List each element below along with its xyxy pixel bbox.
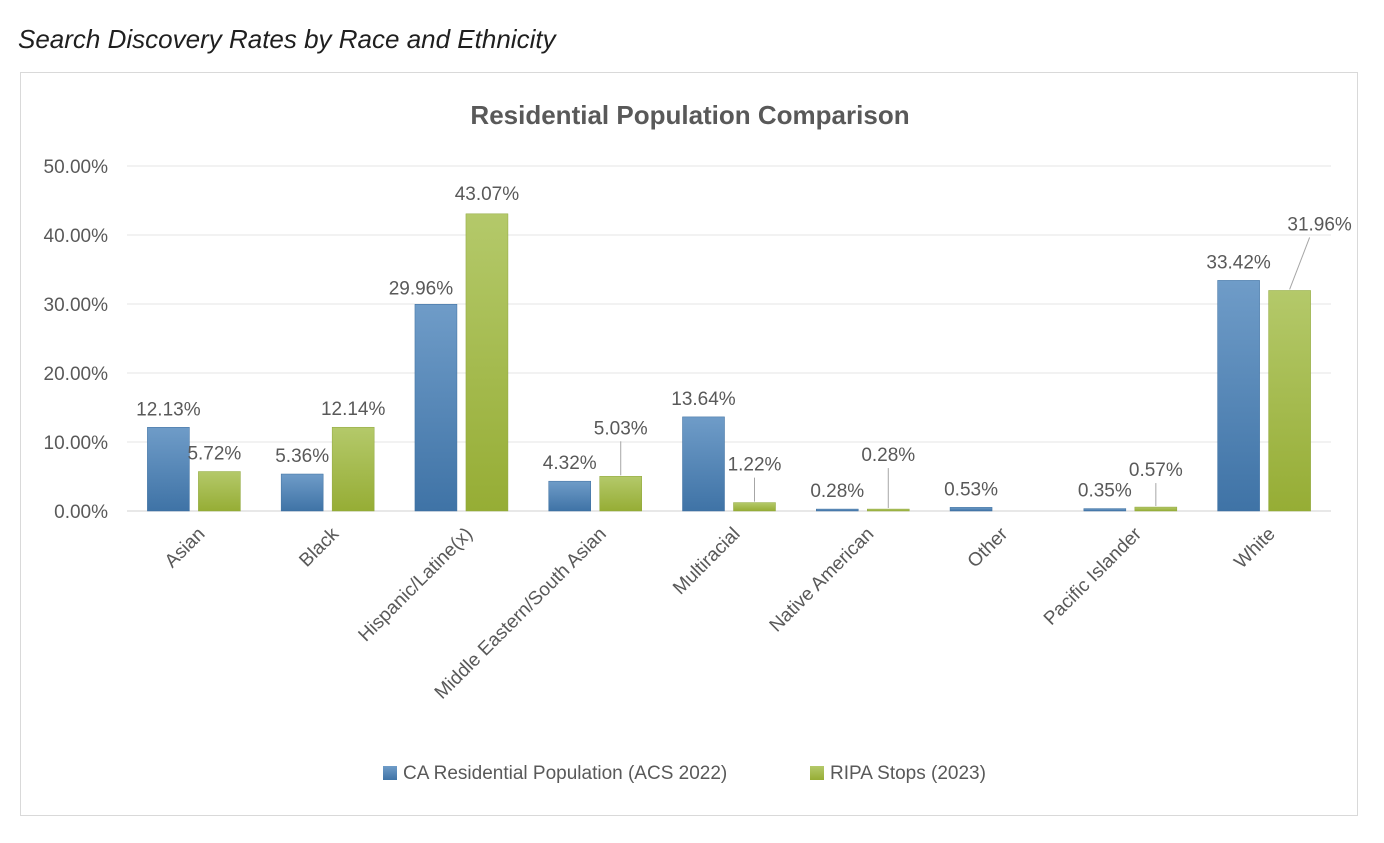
bar-ca-residential	[816, 508, 859, 512]
bar-ca-residential	[414, 304, 458, 512]
bar-ca-residential	[280, 473, 324, 512]
x-category-label: Black	[295, 523, 343, 571]
bar-ripa-stops	[867, 508, 910, 512]
chart-title: Residential Population Comparison	[470, 100, 909, 130]
leader-lines	[620, 237, 1311, 509]
data-label: 5.03%	[594, 418, 648, 439]
bar-ripa-stops	[1134, 506, 1178, 512]
x-category-label: Hispanic/Latine(x)	[355, 524, 477, 646]
data-label: 12.13%	[136, 399, 201, 420]
bars	[147, 213, 1311, 512]
y-tick-label: 40.00%	[44, 226, 109, 247]
bar-ripa-stops	[599, 476, 642, 512]
bar-ca-residential	[1083, 508, 1127, 512]
data-label: 0.57%	[1129, 460, 1183, 481]
legend-label: CA Residential Population (ACS 2022)	[403, 763, 727, 784]
y-tick-label: 0.00%	[54, 502, 108, 523]
bar-ripa-stops	[198, 471, 241, 512]
x-category-label: Asian	[161, 524, 209, 572]
data-label: 12.14%	[321, 399, 386, 420]
bar-ca-residential	[548, 480, 591, 512]
data-label: 43.07%	[455, 184, 520, 205]
bar-ripa-stops	[331, 426, 375, 512]
data-label: 0.28%	[810, 481, 864, 502]
legend: CA Residential Population (ACS 2022) RIPA…	[383, 763, 986, 784]
data-label: 4.32%	[543, 453, 597, 474]
x-category-label: White	[1230, 524, 1279, 573]
bar-ca-residential	[682, 416, 725, 512]
bar-chart: Residential Population Comparison 0.00% 1…	[44, 100, 1352, 784]
bar-ripa-stops	[733, 502, 776, 512]
y-tick-label: 20.00%	[44, 364, 109, 385]
data-label: 5.36%	[275, 446, 329, 467]
y-axis-ticks: 0.00% 10.00% 20.00% 30.00% 40.00% 50.00%	[44, 157, 109, 523]
page-caption: Search Discovery Rates by Race and Ethni…	[18, 24, 556, 54]
data-label: 31.96%	[1287, 214, 1352, 235]
data-label: 0.28%	[861, 445, 915, 466]
data-label: 33.42%	[1206, 252, 1271, 273]
legend-swatch	[810, 766, 824, 780]
legend-swatch	[383, 766, 397, 780]
bar-ripa-stops	[1268, 290, 1311, 512]
bar-ca-residential	[147, 427, 190, 512]
bar-ca-residential	[1217, 280, 1260, 512]
leader-line	[1289, 237, 1311, 290]
grid-lines	[127, 165, 1331, 512]
data-labels: 12.13% 5.36% 29.96% 4.32% 13.64% 0.28% 0.53% 0.…	[136, 184, 1352, 502]
chart-frame: Residential Population Comparison 0.00% 1…	[20, 72, 1358, 816]
data-label: 13.64%	[671, 389, 736, 410]
y-tick-label: 30.00%	[44, 295, 109, 316]
bar-ripa-stops	[465, 213, 509, 512]
data-label: 29.96%	[389, 278, 454, 299]
y-tick-label: 50.00%	[44, 157, 109, 178]
data-label: 0.35%	[1078, 481, 1132, 502]
x-category-label: Multiracial	[669, 524, 744, 599]
bar-ca-residential	[949, 507, 993, 512]
x-category-label: Native American	[766, 524, 879, 637]
data-label: 0.53%	[944, 479, 998, 500]
y-tick-label: 10.00%	[44, 433, 109, 454]
data-label: 5.72%	[187, 444, 241, 465]
x-axis-categories: Asian Black Hispanic/Latine(x)Middle Easte…	[161, 523, 1280, 703]
legend-label: RIPA Stops (2023)	[830, 763, 986, 784]
x-category-label: Pacific Islander	[1040, 523, 1146, 629]
x-category-label: Other	[964, 523, 1013, 572]
data-label: 1.22%	[728, 455, 782, 476]
